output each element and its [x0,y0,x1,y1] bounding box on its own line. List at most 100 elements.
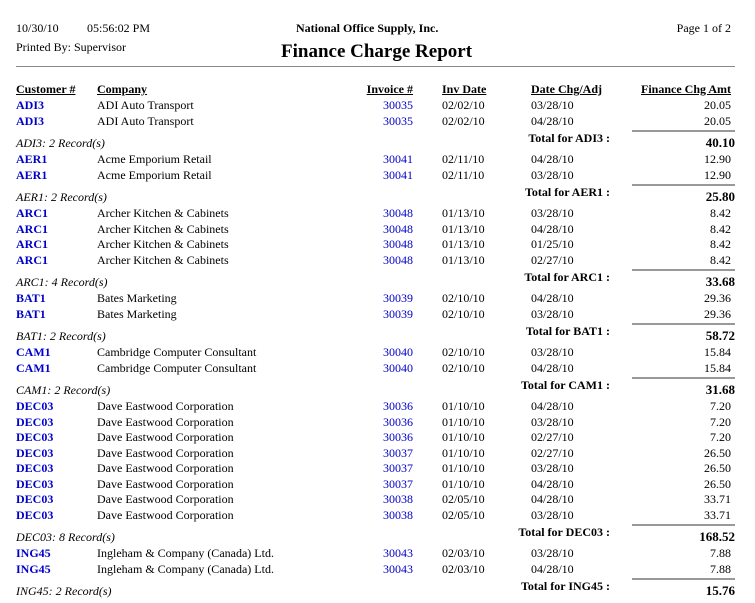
customer-group: DEC03 Dave Eastwood Corporation 30036 01… [0,399,755,546]
record-count: ING45: 2 Record(s) [16,584,112,598]
customer-link[interactable]: DEC03 [16,399,54,413]
amount-cell: 29.36 [704,306,731,321]
customer-link[interactable]: ARC1 [16,252,48,267]
date-chg-cell: 03/28/10 [531,98,574,112]
invoice-link[interactable]: 30048 [383,206,413,220]
table-row: ING45 Ingleham & Company (Canada) Ltd. 3… [0,562,755,578]
invoice-link[interactable]: 30038 [383,492,413,506]
table-row: DEC03 Dave Eastwood Corporation 30037 01… [0,446,755,462]
date-chg-cell: 04/28/10 [531,492,574,506]
customer-link[interactable]: ARC1 [16,221,48,236]
customer-link[interactable]: DEC03 [16,414,54,429]
table-row: ARC1 Archer Kitchen & Cabinets 30048 01/… [0,222,755,238]
table-row: DEC03 Dave Eastwood Corporation 30036 01… [0,399,755,415]
company-name-cell: Dave Eastwood Corporation [97,414,234,429]
invoice-link[interactable]: 30043 [383,561,413,576]
invoice-link[interactable]: 30043 [383,546,413,560]
amount-cell: 8.42 [710,252,731,267]
invoice-link[interactable]: 30039 [383,306,413,321]
customer-link[interactable]: DEC03 [16,476,54,491]
invoice-link[interactable]: 30041 [383,152,413,166]
record-count: BAT1: 2 Record(s) [16,329,106,343]
customer-link[interactable]: DEC03 [16,507,54,522]
invoice-link[interactable]: 30037 [383,476,413,491]
company-name-cell: Acme Emporium Retail [97,167,212,182]
customer-link[interactable]: ADI3 [16,113,45,128]
invoice-link[interactable]: 30035 [383,113,413,128]
amount-cell: 7.20 [710,414,731,429]
date-chg-cell: 03/28/10 [531,345,574,359]
invoice-link[interactable]: 30036 [383,414,413,429]
inv-date-cell: 02/05/10 [442,507,485,522]
customer-link[interactable]: ADI3 [16,98,45,112]
company-name-cell: Archer Kitchen & Cabinets [97,206,229,220]
customer-link[interactable]: ING45 [16,561,51,576]
table-row: BAT1 Bates Marketing 30039 02/10/10 04/2… [0,291,755,307]
invoice-link[interactable]: 30036 [383,399,413,413]
customer-link[interactable]: AER1 [16,167,48,182]
customer-link[interactable]: DEC03 [16,461,54,475]
invoice-link[interactable]: 30040 [383,360,413,375]
invoice-link[interactable]: 30041 [383,167,413,182]
invoice-link[interactable]: 30048 [383,221,413,236]
customer-link[interactable]: ING45 [16,546,51,560]
date-chg-cell: 04/28/10 [531,561,574,576]
invoice-link[interactable]: 30039 [383,291,413,305]
amount-cell: 15.84 [704,360,731,375]
total-divider [632,578,735,580]
customer-link[interactable]: BAT1 [16,306,46,321]
inv-date-cell: 02/11/10 [442,167,485,182]
printed-by: Printed By: Supervisor [16,40,126,54]
customer-link[interactable]: DEC03 [16,492,54,506]
customer-link[interactable]: BAT1 [16,291,46,305]
inv-date-cell: 01/13/10 [442,206,485,220]
customer-link[interactable]: ARC1 [16,237,48,251]
customer-link[interactable]: DEC03 [16,430,54,444]
total-divider [632,184,735,186]
company-name-cell: Archer Kitchen & Cabinets [97,252,229,267]
customer-link[interactable]: ARC1 [16,206,48,220]
amount-cell: 15.84 [704,345,731,359]
date-chg-cell: 04/28/10 [531,476,574,491]
customer-link[interactable]: DEC03 [16,445,54,460]
invoice-link[interactable]: 30037 [383,461,413,475]
col-company: Company [97,82,148,96]
inv-date-cell: 01/10/10 [442,399,485,413]
amount-cell: 29.36 [704,291,731,305]
date-chg-cell: 04/28/10 [531,152,574,166]
col-customer: Customer # [16,82,76,96]
invoice-link[interactable]: 30048 [383,252,413,267]
company-name-cell: Dave Eastwood Corporation [97,507,234,522]
customer-link[interactable]: CAM1 [16,345,51,359]
invoice-link[interactable]: 30035 [383,98,413,112]
company-name-cell: Dave Eastwood Corporation [97,461,234,475]
inv-date-cell: 01/10/10 [442,476,485,491]
customer-link[interactable]: CAM1 [16,360,51,375]
invoice-link[interactable]: 30036 [383,430,413,444]
company-name-cell: Bates Marketing [97,291,177,305]
amount-cell: 7.88 [710,546,731,560]
page-number: Page 1 of 2 [676,21,731,35]
invoice-link[interactable]: 30040 [383,345,413,359]
date-chg-cell: 03/28/10 [531,306,574,321]
company-name-cell: Cambridge Computer Consultant [97,360,257,375]
table-row: ARC1 Archer Kitchen & Cabinets 30048 01/… [0,253,755,269]
customer-group: ADI3 ADI Auto Transport 30035 02/02/10 0… [0,98,755,152]
inv-date-cell: 02/10/10 [442,306,485,321]
invoice-link[interactable]: 30038 [383,507,413,522]
date-chg-cell: 03/28/10 [531,414,574,429]
company-name-cell: Acme Emporium Retail [97,152,212,166]
invoice-link[interactable]: 30037 [383,445,413,460]
inv-date-cell: 02/02/10 [442,113,485,128]
group-footer: BAT1: 2 Record(s) Total for BAT1 : 58.72 [0,322,755,345]
report-title: Finance Charge Report [281,41,473,62]
date-chg-cell: 01/25/10 [531,237,574,251]
customer-group: CAM1 Cambridge Computer Consultant 30040… [0,345,755,399]
company-name-cell: Ingleham & Company (Canada) Ltd. [97,561,274,576]
total-divider [632,269,735,271]
customer-group: ING45 Ingleham & Company (Canada) Ltd. 3… [0,546,755,600]
customer-link[interactable]: AER1 [16,152,48,166]
invoice-link[interactable]: 30048 [383,237,413,251]
date-chg-cell: 03/28/10 [531,507,574,522]
total-divider [632,524,735,526]
